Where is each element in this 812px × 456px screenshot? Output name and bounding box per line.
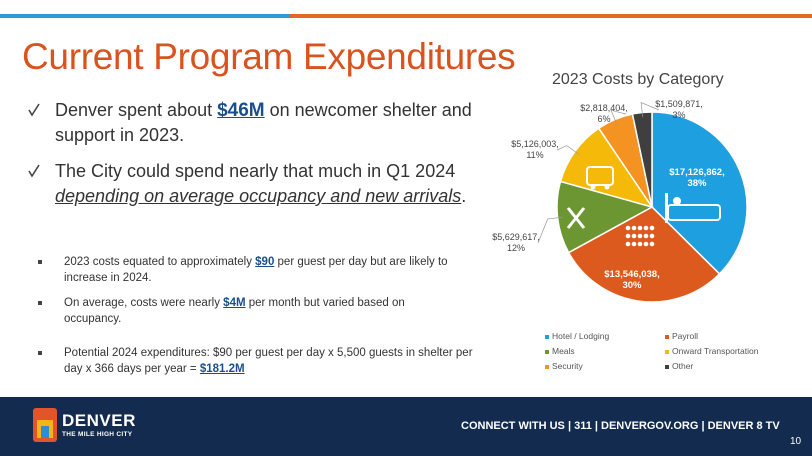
leader-line xyxy=(537,216,563,244)
footer xyxy=(0,397,812,456)
text: . xyxy=(461,186,467,206)
text: The City could spend nearly that much in… xyxy=(55,161,456,181)
utensils-icon xyxy=(566,207,586,229)
pie-slice xyxy=(567,206,721,303)
leader-line xyxy=(556,145,579,155)
text: Denver spent about xyxy=(55,100,218,120)
bus-icon xyxy=(586,166,614,186)
legend-swatch xyxy=(545,365,549,369)
data-label: $2,818,404, 6% xyxy=(580,103,628,124)
highlight: $4M xyxy=(223,297,246,309)
text: Potential 2024 expenditures: $90 per gue… xyxy=(64,347,473,375)
bus-icon xyxy=(604,184,610,190)
pie-chart xyxy=(537,102,748,369)
people-icon xyxy=(631,225,637,231)
sub-bullet: On average, costs were nearly $4M per mo… xyxy=(38,295,464,327)
data-label: $5,126,003, 11% xyxy=(511,139,559,160)
bullet: The City could spend nearly that much in… xyxy=(28,159,485,209)
legend-label: Other xyxy=(672,361,694,371)
legend-label: Meals xyxy=(552,346,575,356)
text: per month but varied based on occupancy. xyxy=(64,297,405,325)
chart-labels: $17,126,862, 38% $13,546,038, 30% $5,629,6… xyxy=(492,99,759,371)
highlight: $181.2M xyxy=(199,363,245,375)
people-icon xyxy=(631,241,637,247)
people-icon xyxy=(643,241,649,247)
text: on newcomer shelter and support in 2023. xyxy=(55,100,472,145)
legend-swatch xyxy=(665,350,669,354)
check-icon xyxy=(28,164,40,178)
text: per guest per day but are likely to incr… xyxy=(64,256,448,284)
data-label: $13,546,038, 30% xyxy=(604,269,660,291)
data-label: $5,629,617, 12% xyxy=(492,232,540,253)
contact: CONNECT WITH US | 311 | DENVERGOV.ORG | … xyxy=(461,420,780,432)
legend-swatch xyxy=(665,335,669,339)
text: On average, costs were nearly xyxy=(64,297,224,309)
slide-title: Current Program Expenditures xyxy=(22,36,516,77)
legend-swatch xyxy=(545,335,549,339)
bed-icon xyxy=(673,197,681,205)
tagline: THE MILE HIGH CITY xyxy=(62,431,133,438)
people-icon xyxy=(637,225,643,231)
bed-icon xyxy=(665,193,668,223)
people-icon xyxy=(625,233,631,239)
emphasis: depending on average occupancy and new a… xyxy=(55,186,462,206)
logo xyxy=(33,408,57,442)
pie-slice xyxy=(651,111,748,275)
highlight: $90 xyxy=(255,256,275,268)
people-icon xyxy=(649,225,655,231)
people-icon xyxy=(631,233,637,239)
data-label: $1,509,871, 3% xyxy=(655,99,703,120)
check-icon xyxy=(28,103,40,117)
leader-line xyxy=(640,102,660,118)
bullet: Denver spent about $46M on newcomer shel… xyxy=(28,98,495,148)
legend-label: Security xyxy=(552,361,583,371)
people-icon xyxy=(649,233,655,239)
legend-label: Payroll xyxy=(672,331,698,341)
people-icon xyxy=(643,233,649,239)
sub-bullet: Potential 2024 expenditures: $90 per gue… xyxy=(38,345,474,377)
chart-title: 2023 Costs by Category xyxy=(552,71,724,88)
page-number: 10 xyxy=(790,436,802,447)
highlight: $46M xyxy=(217,100,265,121)
people-icon xyxy=(643,225,649,231)
legend-label: Onward Transportation xyxy=(672,346,759,356)
people-icon xyxy=(625,241,631,247)
leader-line xyxy=(610,109,627,125)
people-icon xyxy=(649,241,655,247)
people-icon xyxy=(637,233,643,239)
data-label: $17,126,862, 38% xyxy=(669,167,725,189)
bus-icon xyxy=(590,184,596,190)
people-icon xyxy=(625,225,631,231)
legend-label: Hotel / Lodging xyxy=(552,331,610,341)
people-icon xyxy=(637,241,643,247)
sub-bullet: 2023 costs equated to approximately $90 … xyxy=(38,254,464,286)
text: 2023 costs equated to approximately xyxy=(64,256,256,268)
legend-swatch xyxy=(545,350,549,354)
legend-swatch xyxy=(665,365,669,369)
brand: DENVER xyxy=(62,411,136,430)
top-stripe xyxy=(0,14,812,18)
